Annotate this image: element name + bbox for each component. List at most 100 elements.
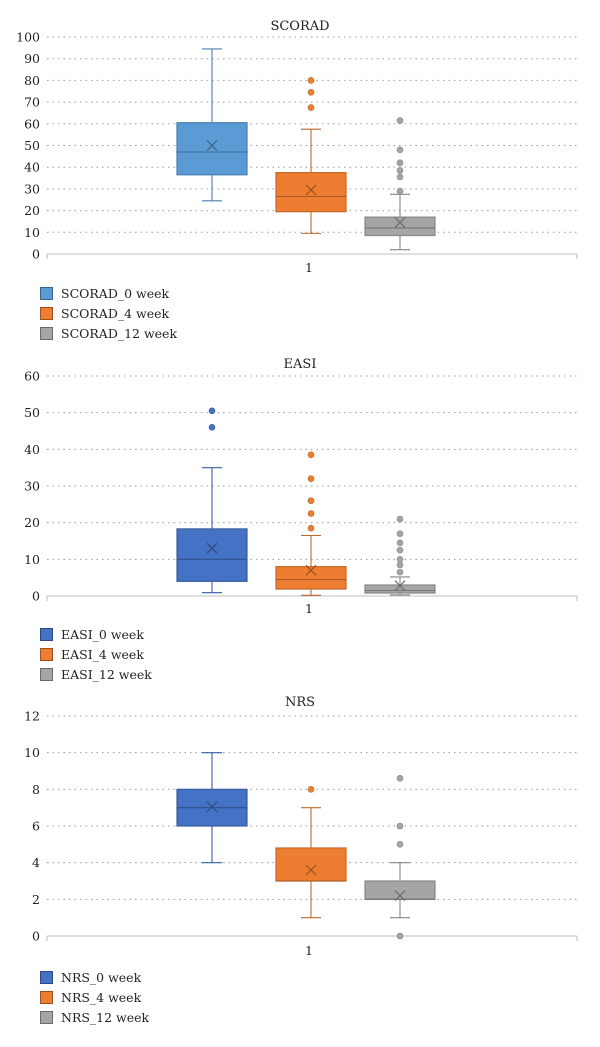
legend-item: EASI_0 week — [40, 624, 152, 644]
legend-item: SCORAD_0 week — [40, 283, 177, 303]
y-tick-label: 60 — [24, 116, 40, 131]
x-category-label: 1 — [305, 260, 313, 275]
outlier-point — [396, 187, 404, 195]
y-tick-label: 8 — [32, 782, 40, 797]
y-tick-label: 2 — [32, 892, 40, 907]
outlier-point — [396, 561, 404, 569]
box-iqr — [275, 172, 347, 213]
outlier-point — [396, 159, 404, 167]
chart-title: EASI — [284, 357, 317, 372]
outlier-point — [307, 77, 315, 84]
outlier-point — [396, 822, 404, 830]
outlier-point — [396, 841, 404, 848]
y-tick-label: 20 — [24, 515, 40, 530]
legend-swatch — [40, 627, 53, 641]
easi-legend: EASI_0 week EASI_4 week EASI_12 week — [40, 624, 152, 684]
legend-label: SCORAD_4 week — [61, 305, 170, 321]
y-tick-label: 0 — [32, 247, 40, 262]
x-category-label: 1 — [305, 943, 313, 958]
outlier-point — [396, 117, 404, 124]
outlier-point — [396, 546, 404, 554]
legend-label: NRS_4 week — [61, 989, 142, 1005]
legend-item: EASI_4 week — [40, 644, 152, 664]
outlier-point — [396, 932, 404, 940]
y-tick-label: 40 — [24, 442, 40, 457]
mean-marker — [394, 580, 406, 592]
legend-label: SCORAD_12 week — [61, 325, 178, 341]
outlier-point — [208, 407, 216, 415]
box-iqr — [176, 528, 248, 582]
y-tick-label: 12 — [24, 709, 40, 724]
y-tick-label: 0 — [32, 929, 40, 944]
outlier-point — [396, 167, 404, 174]
y-tick-label: 4 — [32, 855, 40, 870]
legend-swatch — [40, 647, 53, 661]
legend-label: EASI_0 week — [61, 626, 144, 642]
legend-label: NRS_0 week — [61, 969, 142, 985]
legend-swatch — [40, 326, 53, 340]
legend-label: EASI_4 week — [61, 646, 144, 662]
y-tick-label: 30 — [24, 181, 40, 196]
box-iqr — [364, 880, 436, 900]
legend-item: NRS_4 week — [40, 987, 149, 1007]
outlier-point — [396, 775, 404, 782]
y-tick-label: 10 — [24, 552, 40, 567]
y-tick-label: 10 — [24, 745, 40, 760]
box-iqr — [364, 216, 436, 237]
mean-marker — [206, 542, 218, 554]
mean-marker — [206, 140, 218, 151]
y-tick-label: 70 — [24, 95, 40, 110]
box-iqr — [176, 122, 248, 176]
y-tick-label: 60 — [24, 369, 40, 384]
nrs-legend: NRS_0 week NRS_4 week NRS_12 week — [40, 967, 149, 1027]
outlier-point — [307, 451, 315, 459]
y-tick-label: 40 — [24, 160, 40, 175]
chart-title: NRS — [285, 695, 315, 710]
outlier-point — [208, 424, 216, 431]
legend-swatch — [40, 1010, 53, 1024]
y-tick-label: 30 — [24, 479, 40, 494]
outlier-point — [307, 497, 315, 504]
outlier-point — [396, 556, 404, 563]
outlier-point — [307, 786, 315, 793]
box-iqr — [275, 566, 347, 590]
x-category-label: 1 — [305, 601, 313, 616]
outlier-point — [307, 510, 315, 517]
y-tick-label: 100 — [16, 30, 40, 45]
legend-item: NRS_12 week — [40, 1007, 149, 1027]
legend-swatch — [40, 286, 53, 300]
outlier-point — [396, 530, 404, 537]
legend-swatch — [40, 970, 53, 984]
legend-swatch — [40, 990, 53, 1004]
y-tick-label: 50 — [24, 405, 40, 420]
legend-swatch — [40, 667, 53, 681]
outlier-point — [307, 524, 315, 532]
mean-marker — [394, 890, 406, 902]
outlier-point — [307, 89, 315, 96]
outlier-point — [396, 173, 404, 181]
y-tick-label: 10 — [24, 225, 40, 240]
y-tick-label: 0 — [32, 589, 40, 604]
legend-label: EASI_12 week — [61, 666, 152, 682]
legend-label: NRS_12 week — [61, 1009, 150, 1025]
outlier-point — [307, 475, 315, 482]
legend-swatch — [40, 306, 53, 320]
chart-title: SCORAD — [270, 19, 329, 34]
outlier-point — [396, 568, 404, 576]
mean-marker — [206, 801, 218, 813]
scorad-legend: SCORAD_0 week SCORAD_4 week SCORAD_12 we… — [40, 283, 177, 343]
legend-label: SCORAD_0 week — [61, 285, 170, 301]
outlier-point — [307, 104, 315, 111]
outlier-point — [396, 539, 404, 547]
y-tick-label: 90 — [24, 51, 40, 66]
y-tick-label: 80 — [24, 73, 40, 88]
legend-item: SCORAD_12 week — [40, 323, 177, 343]
y-tick-label: 6 — [32, 819, 40, 834]
legend-item: SCORAD_4 week — [40, 303, 177, 323]
mean-marker — [394, 217, 406, 228]
y-tick-label: 20 — [24, 203, 40, 218]
legend-item: NRS_0 week — [40, 967, 149, 987]
box-iqr — [275, 847, 347, 882]
outlier-point — [396, 146, 404, 154]
